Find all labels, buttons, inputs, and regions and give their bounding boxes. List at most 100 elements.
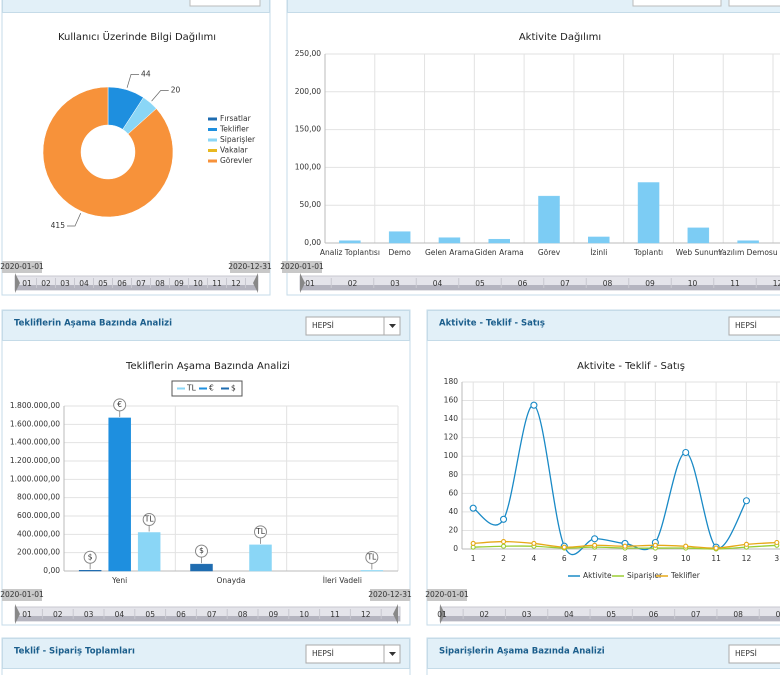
legend-label: TL — [186, 384, 197, 393]
y-tick-label: 100 — [444, 451, 459, 460]
slider-month: 07 — [691, 610, 701, 619]
slider-month: 01 — [437, 610, 447, 619]
bar — [438, 237, 461, 244]
dropdown-value: HEPSİ — [735, 649, 757, 658]
x-tick-label: İleri Vadeli — [323, 576, 362, 585]
point — [743, 541, 750, 547]
x-tick-label: 3 — [774, 554, 779, 563]
panel-title: Tekliflerin Aşama Bazında Analizi — [14, 319, 172, 329]
x-tick-label: 9 — [653, 554, 658, 563]
slider-month: 01 — [22, 610, 32, 619]
panel-title: Siparişlerin Aşama Bazında Analizi — [439, 647, 605, 657]
panel — [1, 309, 411, 626]
slider-date-box — [427, 589, 467, 601]
y-tick-label: 40 — [448, 507, 458, 516]
x-tick-label: Görev — [538, 248, 561, 257]
slider-month: 05 — [475, 279, 485, 288]
y-tick-label: 1.600.000,00 — [10, 419, 60, 428]
dropdown[interactable] — [728, 0, 780, 7]
x-tick-label: Yazılım Demosu — [718, 248, 778, 257]
legend-label: Görevler — [220, 156, 253, 165]
bubble-label: $ — [199, 546, 204, 555]
dropdown[interactable] — [728, 316, 780, 336]
slider-handle[interactable] — [393, 604, 398, 624]
legend-swatch — [208, 117, 217, 121]
slider-month: 07 — [207, 610, 217, 619]
bar — [737, 240, 759, 244]
slider-fill — [15, 285, 258, 290]
dropdown[interactable] — [305, 644, 401, 664]
bubble-label: TL — [144, 515, 155, 524]
slider-date: 2020-01-01 — [0, 590, 44, 599]
dropdown[interactable] — [189, 0, 261, 7]
slider-date: 2020-12-31 — [228, 262, 272, 271]
bubble — [142, 513, 156, 526]
slider-date: 2020-01-01 — [0, 262, 44, 271]
point — [561, 544, 567, 550]
panel-header — [427, 310, 780, 341]
chart-title: Aktivite Dağılımı — [519, 31, 601, 43]
slider-handle[interactable] — [15, 604, 20, 624]
dropdown-value: HEPSİ — [735, 321, 757, 330]
slider-month: 12 — [773, 279, 780, 288]
x-tick-label: 7 — [592, 554, 597, 563]
slider-month: 07 — [136, 279, 146, 288]
y-tick-label: 200.000,00 — [17, 548, 60, 557]
bar — [388, 231, 411, 244]
legend-swatch — [208, 159, 217, 163]
slider-month: 08 — [733, 610, 743, 619]
x-tick-label: 12 — [742, 554, 752, 563]
slider-date-box — [370, 589, 410, 601]
slider-handle[interactable] — [300, 273, 305, 293]
legend-label: Fırsatlar — [220, 114, 252, 123]
y-tick-label: 800.000,00 — [17, 493, 60, 502]
slider-month: 02 — [41, 279, 51, 288]
point — [469, 504, 477, 512]
x-tick-label: 6 — [562, 554, 567, 563]
point — [530, 401, 538, 409]
dropdown-arrow — [389, 652, 396, 656]
y-tick-label: 160 — [444, 396, 459, 405]
slider-handle[interactable] — [253, 273, 258, 293]
bar — [687, 227, 710, 244]
bubble — [113, 398, 127, 412]
bar — [637, 182, 660, 244]
data-label: 44 — [141, 69, 151, 78]
point — [591, 535, 599, 543]
y-tick-label: 250,00 — [295, 49, 321, 58]
bar — [488, 238, 510, 244]
panel — [426, 309, 780, 626]
x-tick-label: 8 — [623, 554, 628, 563]
bar — [588, 236, 610, 244]
bubble-label: € — [117, 400, 122, 409]
bar — [190, 563, 213, 572]
dropdown[interactable] — [728, 644, 780, 664]
slider-handle[interactable] — [15, 273, 20, 293]
slider-month: 10 — [193, 279, 203, 288]
point — [592, 542, 598, 548]
dropdown[interactable] — [632, 0, 722, 7]
y-tick-label: 0 — [453, 544, 458, 553]
dropdown[interactable] — [305, 316, 401, 336]
x-tick-label: Analiz Toplantısı — [320, 248, 380, 257]
bar — [538, 195, 560, 244]
data-label: 20 — [171, 85, 181, 94]
point — [500, 543, 507, 549]
legend-label: Teklifler — [670, 571, 701, 580]
slider-month: 03 — [390, 279, 400, 288]
slider-date-box — [2, 261, 42, 273]
leader-line — [151, 90, 169, 102]
slider-month: 03 — [522, 610, 532, 619]
legend-swatch — [208, 149, 217, 152]
y-tick-label: 180 — [444, 377, 459, 386]
bubble — [195, 544, 208, 558]
y-tick-label: 60 — [448, 488, 458, 497]
slider-month: 05 — [98, 279, 108, 288]
panel — [286, 0, 780, 296]
slider-handle[interactable] — [440, 604, 445, 624]
panel-title: Aktivite - Teklif - Satış — [439, 319, 545, 329]
y-tick-label: 200,00 — [295, 87, 321, 96]
slider-month: 08 — [155, 279, 165, 288]
